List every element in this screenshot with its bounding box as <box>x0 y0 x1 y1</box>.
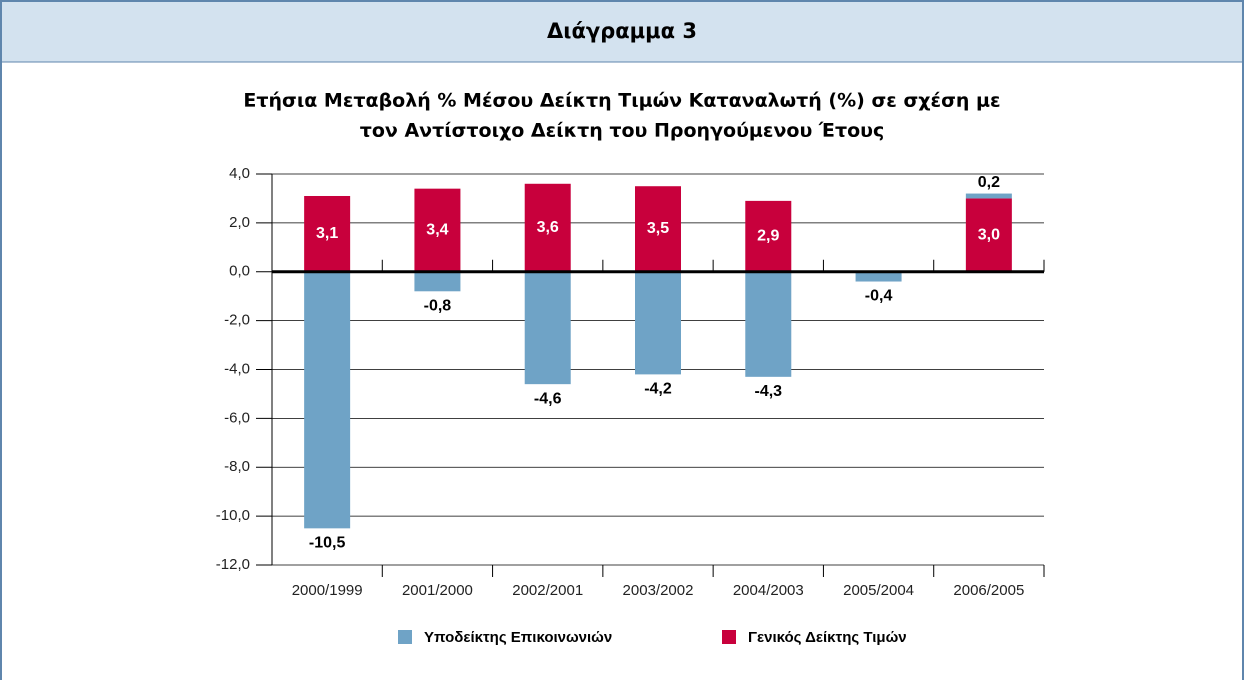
x-tick-label: 2005/2004 <box>843 582 914 599</box>
chart-title: τον Αντίστοιχο Δείκτη του Προηγούμενου Έ… <box>360 120 885 142</box>
bar <box>745 271 792 377</box>
header-bar <box>2 2 1242 62</box>
y-tick-label: -8,0 <box>224 458 250 475</box>
y-tick-label: -2,0 <box>224 312 250 329</box>
data-label: -4,3 <box>754 383 782 400</box>
bar <box>304 271 351 529</box>
legend-label: Υποδείκτης Επικοινωνιών <box>424 629 612 646</box>
legend-swatch <box>722 630 736 644</box>
y-tick-label: -6,0 <box>224 409 250 426</box>
y-tick-label: -4,0 <box>224 360 250 377</box>
x-tick-label: 2003/2002 <box>623 582 694 599</box>
data-label: 2,9 <box>757 228 779 245</box>
legend-swatch <box>398 630 412 644</box>
data-label: 3,6 <box>537 219 559 236</box>
x-tick-label: 2001/2000 <box>402 582 473 599</box>
data-label: 3,0 <box>978 226 1000 243</box>
bar <box>635 186 681 272</box>
x-tick-label: 2006/2005 <box>953 582 1024 599</box>
bar <box>965 198 1012 272</box>
bar <box>855 271 902 282</box>
y-tick-label: -10,0 <box>216 507 250 524</box>
bar <box>524 183 571 272</box>
x-tick-label: 2000/1999 <box>292 582 363 599</box>
bar <box>745 200 792 272</box>
bar <box>965 193 1012 199</box>
x-tick-label: 2002/2001 <box>512 582 583 599</box>
data-label: -10,5 <box>309 535 346 552</box>
x-tick-label: 2004/2003 <box>733 582 804 599</box>
bar <box>524 271 571 385</box>
y-tick-label: 0,0 <box>229 263 250 280</box>
bar <box>414 271 461 292</box>
bar <box>414 188 461 272</box>
bar <box>635 271 681 375</box>
y-tick-label: 4,0 <box>229 165 250 182</box>
data-label: 3,1 <box>316 225 338 242</box>
bar <box>304 195 351 272</box>
data-label: -4,2 <box>644 381 672 398</box>
y-tick-label: 2,0 <box>229 214 250 231</box>
data-label: -4,6 <box>534 390 562 407</box>
chart-title: Ετήσια Μεταβολή % Μέσου Δείκτη Τιμών Κατ… <box>243 90 1000 112</box>
legend-label: Γενικός Δείκτης Τιμών <box>748 629 907 646</box>
data-label: 3,5 <box>647 220 669 237</box>
header-title: Διάγραμμα 3 <box>547 19 697 43</box>
data-label: -0,8 <box>424 298 452 315</box>
data-label: 0,2 <box>978 174 1000 191</box>
data-label: 3,4 <box>426 221 448 238</box>
y-tick-label: -12,0 <box>216 556 250 573</box>
data-label: -0,4 <box>865 288 893 305</box>
